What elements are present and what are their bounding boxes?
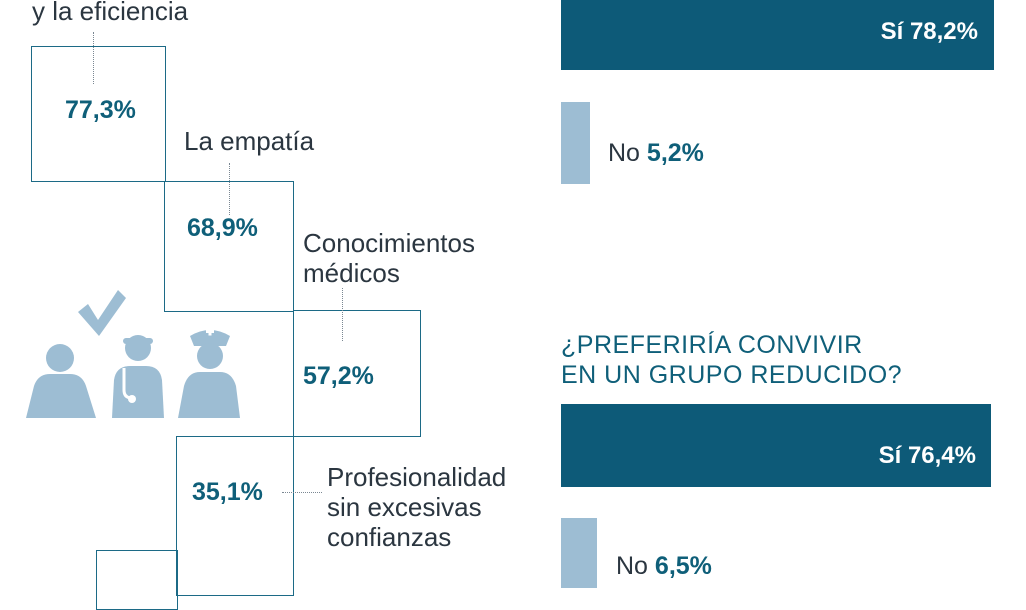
leader-line-4: [282, 492, 322, 493]
doctor-icon: [112, 335, 164, 418]
value-label-2: 68,9%: [187, 214, 258, 242]
step-box-3: [293, 310, 421, 437]
leader-line-2: [229, 163, 230, 215]
value-label-4: 35,1%: [192, 478, 263, 506]
bar-no-1-label: No 5,2%: [608, 139, 704, 167]
nurse-icon: [178, 327, 240, 418]
bar-si-1: [561, 0, 994, 70]
step-box-4: [176, 436, 294, 596]
category-label-2: La empatía: [184, 126, 315, 156]
people-icons: [26, 290, 240, 418]
bar-si-1-label: Sí 78,2%: [880, 18, 978, 45]
step-box-1: [31, 46, 166, 182]
bar-no-2-label: No 6,5%: [616, 552, 712, 580]
category-label-3: Conocimientos médicos: [303, 228, 475, 288]
bar-si-2: [561, 404, 991, 487]
person-icon: [26, 344, 96, 418]
category-label-4: Profesionalidad sin excesivas confianzas: [327, 462, 507, 552]
leader-line-1: [93, 32, 94, 84]
bar-no-1: [561, 102, 590, 184]
step-box-5: [96, 550, 178, 610]
leader-line-3: [342, 288, 343, 341]
bar-si-2-label: Sí 76,4%: [878, 442, 976, 469]
bar-no-2: [561, 518, 597, 588]
value-label-3: 57,2%: [303, 362, 374, 390]
check-icon: [78, 290, 126, 336]
category-label-1: y la eficiencia: [32, 0, 189, 26]
chart-title: ¿PREFERIRÍA CONVIVIR EN UN GRUPO REDUCID…: [561, 331, 903, 389]
value-label-1: 77,3%: [65, 96, 136, 124]
